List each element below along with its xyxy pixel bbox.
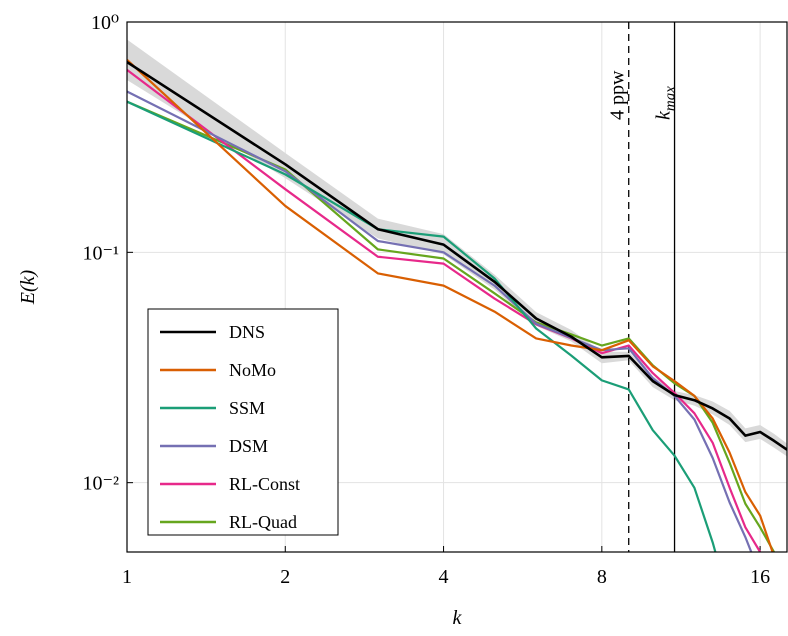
x-axis-label: k [453, 607, 463, 629]
plot-frame [126, 21, 788, 553]
legend-label: DSM [229, 436, 268, 456]
x-tick-label: 2 [280, 566, 290, 588]
x-tick-label: 16 [750, 566, 770, 588]
legend-label: RL-Const [229, 474, 300, 494]
annotation-subscript: max [663, 86, 679, 111]
x-tick-label: 1 [122, 566, 132, 588]
legend-label: SSM [229, 398, 265, 418]
series-line [127, 90, 753, 552]
y-tick-label: 10⁰ [91, 12, 119, 34]
series-line [127, 59, 774, 552]
legend-label: NoMo [229, 360, 276, 380]
y-tick-label: 10⁻² [82, 473, 119, 495]
series-line [127, 100, 775, 552]
annotation: 4 ppw [607, 70, 629, 120]
legend-label: DNS [229, 322, 265, 342]
legend: DNS NoMo SSM DSM RL-Const RL-Quad [147, 308, 339, 536]
y-tick-label: 10⁻¹ [82, 242, 119, 264]
x-tick-label: 8 [597, 566, 607, 588]
annotation: kmax [653, 86, 679, 120]
legend-label: RL-Quad [229, 512, 297, 532]
legend-box [147, 308, 339, 536]
annotation-text: k [653, 110, 675, 120]
plot-area [127, 22, 787, 552]
x-tick-label: 4 [439, 566, 449, 588]
annotation-text: 4 ppw [607, 70, 629, 120]
series-line [127, 60, 787, 451]
y-axis-label: E(k) [17, 269, 39, 305]
